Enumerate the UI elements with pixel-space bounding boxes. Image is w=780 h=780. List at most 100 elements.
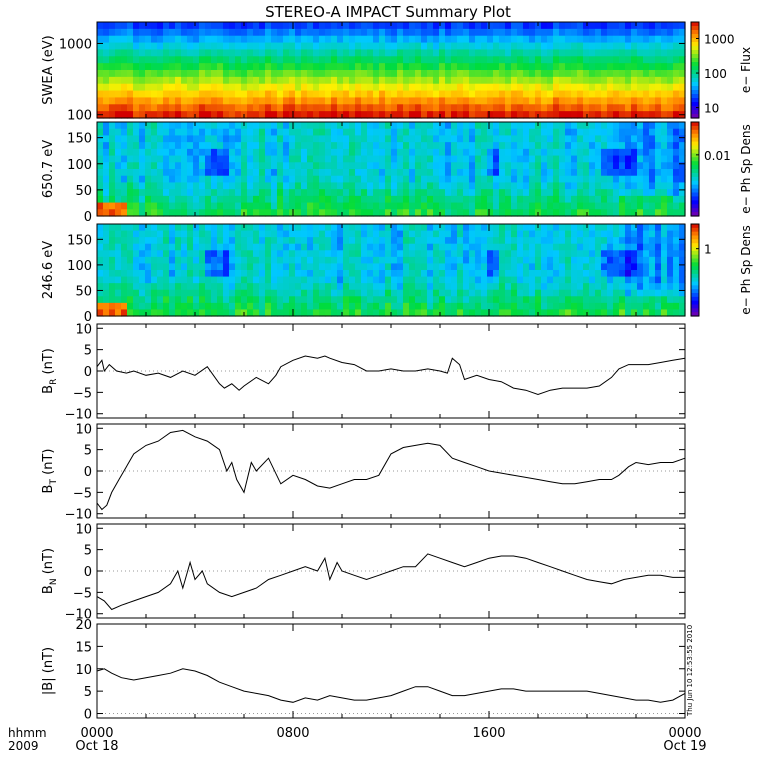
heatmap-cell [343, 243, 350, 251]
heatmap-cell [241, 76, 248, 85]
heatmap-cell [451, 97, 458, 105]
heatmap-cell [121, 111, 128, 119]
heatmap-cell [283, 289, 290, 297]
heatmap-cell [505, 111, 512, 119]
heatmap-cell [349, 250, 356, 258]
heatmap-cell [571, 63, 578, 71]
heatmap-cell [367, 250, 374, 258]
heatmap-cell [475, 42, 482, 51]
heatmap-cell [421, 135, 428, 143]
heatmap-cell [451, 189, 458, 197]
heatmap-cell [217, 90, 224, 99]
heatmap-cell [229, 296, 236, 304]
heatmap-cell [289, 189, 296, 197]
heatmap-cell [187, 189, 194, 197]
heatmap-cell [187, 56, 194, 64]
heatmap-cell [379, 209, 386, 217]
heatmap-cell [469, 237, 476, 245]
heatmap-cell [631, 111, 638, 119]
heatmap-cell [511, 189, 518, 197]
heatmap-cell [481, 289, 488, 297]
heatmap-cell [673, 250, 680, 258]
heatmap-cell [451, 42, 458, 51]
heatmap-cell [493, 296, 500, 304]
heatmap-cell [349, 63, 356, 71]
heatmap-cell [655, 276, 662, 284]
heatmap-cell [559, 70, 566, 78]
heatmap-cell [457, 111, 464, 119]
heatmap-cell [421, 162, 428, 170]
heatmap-cell [307, 270, 314, 278]
heatmap-cell [559, 202, 566, 210]
heatmap-cell [535, 35, 542, 44]
heatmap-cell [313, 63, 320, 71]
heatmap-cell [637, 270, 644, 278]
heatmap-cell [289, 270, 296, 278]
heatmap-cell [643, 202, 650, 210]
heatmap-cell [301, 189, 308, 197]
heatmap-cell [337, 195, 344, 204]
heatmap-cell [349, 122, 356, 130]
heatmap-cell [277, 250, 284, 258]
heatmap-cell [547, 283, 554, 291]
heatmap-cell [547, 56, 554, 64]
heatmap-cell [505, 182, 512, 190]
heatmap-cell [619, 111, 626, 119]
heatmap-cell [301, 243, 308, 251]
heatmap-cell [337, 309, 344, 317]
heatmap-cell [331, 169, 338, 177]
heatmap-cell [187, 209, 194, 217]
heatmap-cell [157, 276, 164, 284]
heatmap-cell [223, 76, 230, 85]
heatmap-cell [235, 289, 242, 297]
heatmap-cell [115, 56, 122, 64]
heatmap-cell [661, 283, 668, 291]
heatmap-cell [145, 28, 152, 37]
heatmap-cell [307, 28, 314, 37]
heatmap-cell [613, 224, 620, 232]
heatmap-cell [415, 263, 422, 271]
heatmap-cell [625, 63, 632, 71]
heatmap-cell [649, 97, 656, 105]
heatmap-cell [643, 243, 650, 251]
heatmap-cell [115, 270, 122, 278]
heatmap-cell [445, 169, 452, 177]
heatmap-cell [229, 182, 236, 190]
heatmap-cell [313, 263, 320, 271]
heatmap-cell [679, 237, 686, 245]
heatmap-cell [133, 35, 140, 44]
heatmap-cell [463, 237, 470, 245]
heatmap-cell [235, 104, 242, 112]
heatmap-cell [439, 104, 446, 112]
heatmap-cell [325, 256, 332, 265]
heatmap-cell [343, 195, 350, 204]
heatmap-cell [259, 230, 266, 238]
heatmap-cell [625, 270, 632, 278]
heatmap-cell [535, 302, 542, 311]
heatmap-cell [589, 230, 596, 238]
heatmap-cell [307, 135, 314, 143]
heatmap-cell [427, 243, 434, 251]
heatmap-cell [547, 169, 554, 177]
heatmap-cell [535, 97, 542, 105]
heatmap-cell [109, 148, 116, 157]
heatmap-cell [307, 97, 314, 105]
heatmap-cell [523, 142, 530, 150]
heatmap-cell [277, 309, 284, 317]
heatmap-cell [499, 296, 506, 304]
heatmap-cell [103, 256, 110, 265]
heatmap-cell [175, 155, 182, 163]
heatmap-cell [337, 104, 344, 112]
heatmap-cell [373, 256, 380, 265]
heatmap-cell [367, 76, 374, 85]
heatmap-cell [379, 263, 386, 271]
heatmap-cell [169, 256, 176, 265]
heatmap-cell [619, 128, 626, 137]
heatmap-cell [487, 49, 494, 57]
heatmap-cell [187, 276, 194, 284]
heatmap-cell [223, 283, 230, 291]
heatmap-cell [577, 63, 584, 71]
heatmap-cell [403, 202, 410, 210]
heatmap-cell [115, 97, 122, 105]
heatmap-cell [379, 169, 386, 177]
